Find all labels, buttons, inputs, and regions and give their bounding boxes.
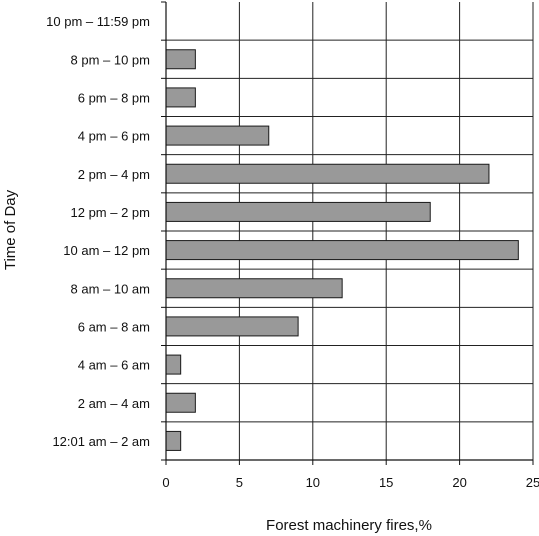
bar bbox=[165, 49, 196, 70]
bar bbox=[165, 163, 490, 184]
axes-layer bbox=[161, 1, 534, 465]
bar bbox=[165, 125, 270, 146]
category-label: 10 pm – 11:59 pm bbox=[46, 14, 150, 29]
x-tick-label: 15 bbox=[379, 475, 393, 490]
bar bbox=[165, 201, 431, 222]
category-label: 12 pm – 2 pm bbox=[71, 205, 151, 220]
bar bbox=[165, 354, 182, 375]
labels-layer: 0 5 10 15 20 25 10 pm – 11:59 pm 8 pm – 10 pm 6 … bbox=[46, 14, 539, 490]
category-label: 6 pm – 8 pm bbox=[78, 90, 150, 105]
category-label: 2 am – 4 am bbox=[78, 396, 150, 411]
category-label: 10 am – 12 pm bbox=[63, 243, 150, 258]
x-tick-label: 20 bbox=[452, 475, 466, 490]
bar bbox=[165, 240, 519, 261]
bar bbox=[165, 87, 196, 108]
category-label: 8 am – 10 am bbox=[71, 281, 151, 296]
bar bbox=[165, 430, 182, 451]
category-label: 12:01 am – 2 am bbox=[52, 434, 150, 449]
x-tick-label: 5 bbox=[236, 475, 243, 490]
category-label: 4 pm – 6 pm bbox=[78, 129, 150, 144]
x-tick-label: 10 bbox=[306, 475, 320, 490]
x-axis-title: Forest machinery fires,% bbox=[266, 517, 432, 534]
category-label: 2 pm – 4 pm bbox=[78, 167, 150, 182]
x-tick-label: 0 bbox=[162, 475, 169, 490]
grid-layer bbox=[166, 2, 534, 460]
bar bbox=[165, 392, 196, 413]
category-label: 6 am – 8 am bbox=[78, 319, 150, 334]
category-label: 4 am – 6 am bbox=[78, 358, 150, 373]
bars-layer bbox=[165, 49, 519, 451]
x-tick-label: 25 bbox=[526, 475, 539, 490]
category-label: 8 pm – 10 pm bbox=[71, 52, 151, 67]
bar bbox=[165, 278, 343, 299]
y-axis-title: Time of Day bbox=[2, 189, 19, 270]
bar bbox=[165, 316, 299, 337]
